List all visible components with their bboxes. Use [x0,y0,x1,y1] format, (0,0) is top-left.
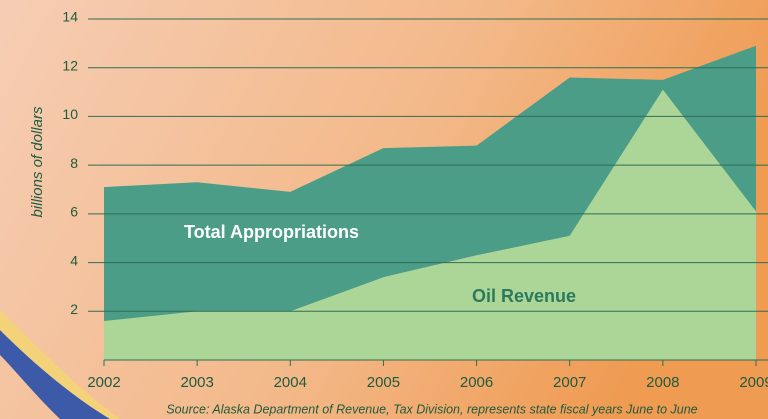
area [104,89,756,360]
y-tick-label: 12 [62,57,78,73]
x-tick-label: 2007 [553,374,586,391]
y-tick-label: 8 [70,155,78,171]
series-label: Total Appropriations [184,222,359,242]
x-tick-label: 2008 [646,374,679,391]
x-tick-label: 2005 [367,374,400,391]
decoration [0,330,110,419]
y-tick-label: 4 [70,252,78,268]
x-tick-label: 2004 [274,374,307,391]
y-tick-label: 6 [70,204,78,220]
x-tick-label: 2003 [180,374,213,391]
y-tick-label: 2 [70,301,78,317]
plot-area: 2 4 6 8 10 12 14 2002 2003 2004 2005 2006 2007 2008 20… [62,9,768,391]
x-tick-label: 2009 [739,374,768,391]
y-axis-label: billions of dollars [29,106,46,217]
source-note: Source: Alaska Department of Revenue, Ta… [166,402,697,416]
series-label: Oil Revenue [472,286,576,306]
y-tick-label: 10 [62,106,78,122]
x-tick-label: 2002 [87,374,120,391]
y-tick-label: 14 [62,9,78,25]
x-tick-label: 2006 [460,374,493,391]
